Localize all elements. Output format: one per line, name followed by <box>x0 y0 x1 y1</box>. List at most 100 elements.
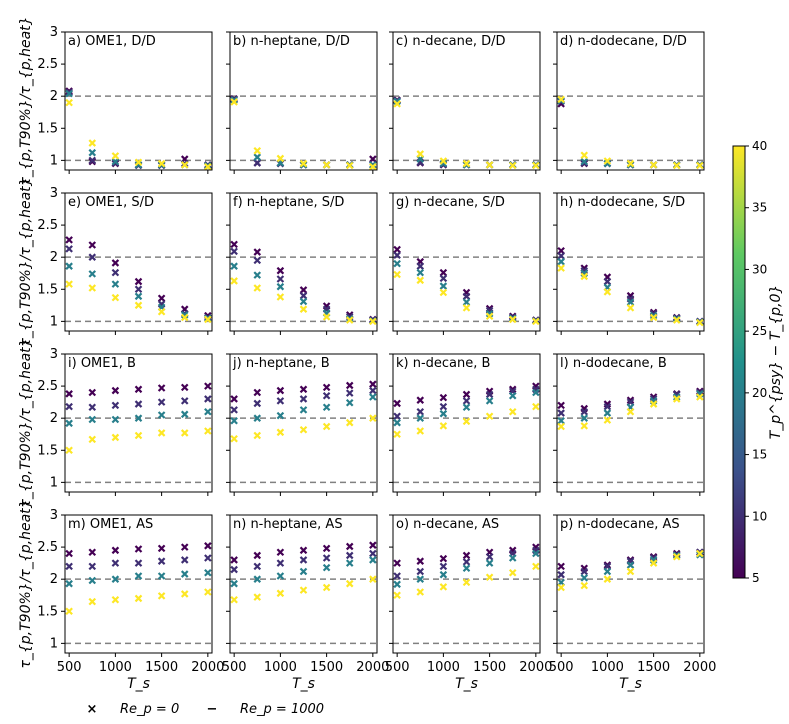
data-marker <box>345 161 354 170</box>
data-marker <box>485 397 494 405</box>
data-marker <box>134 285 143 294</box>
data-marker <box>603 409 612 417</box>
data-marker <box>65 280 73 288</box>
y-axis-label: τ_{p,T90%}/τ_{p,heat} <box>18 177 34 346</box>
data-marker <box>439 393 448 402</box>
data-marker <box>253 248 262 256</box>
legend-label: Re_p = 1000 <box>240 702 324 717</box>
x-tick-label: 1500 <box>310 660 343 675</box>
panel: p) n-dodecane, AS 500 1000 1500 2000 <box>549 514 716 675</box>
data-marker <box>439 409 448 418</box>
data-marker <box>134 158 143 167</box>
colorbar-tick-label: 10 <box>752 509 767 523</box>
data-marker <box>253 575 262 583</box>
data-marker <box>204 407 212 416</box>
data-marker <box>532 317 540 326</box>
data-marker <box>439 157 448 165</box>
panel-frame <box>64 353 213 493</box>
panel-title: h) n-dodecane, S/D <box>560 195 685 210</box>
data-marker <box>157 307 166 316</box>
y-tick-label: 1 <box>50 475 58 490</box>
data-marker <box>485 312 494 321</box>
y-axis-label: τ_{p,T90%}/τ_{p,heat} <box>18 499 34 668</box>
data-marker <box>111 595 120 604</box>
data-marker <box>369 556 377 564</box>
y-tick-label: 3 <box>50 347 58 362</box>
data-marker <box>508 385 517 394</box>
data-marker <box>393 100 401 108</box>
data-marker <box>299 567 308 576</box>
data-marker <box>649 161 658 169</box>
data-marker <box>580 581 589 590</box>
data-marker <box>462 159 471 168</box>
data-marker <box>416 150 425 158</box>
colorbar-label: T_p^{psy} − T_{p,0} <box>768 285 784 440</box>
data-marker <box>299 297 308 306</box>
data-marker <box>111 152 120 160</box>
data-marker <box>462 298 471 306</box>
x-tick-label: 1500 <box>473 660 506 675</box>
data-marker <box>580 574 589 582</box>
data-marker <box>439 583 448 591</box>
data-marker <box>345 389 354 397</box>
data-marker <box>485 559 494 567</box>
data-marker <box>230 277 238 285</box>
y-tick-label: 3 <box>50 25 58 40</box>
data-marker <box>230 579 238 588</box>
panel-title: a) OME1, D/D <box>68 34 156 49</box>
x-tick-label: 500 <box>385 660 410 675</box>
colorbar-gradient <box>732 145 746 579</box>
x-tick-label: 1000 <box>427 660 460 675</box>
panel-frame <box>392 31 541 171</box>
panel: m) OME1, AS 1 1.5 2 2.5 3 500 1000 1500 2000 <box>37 508 224 675</box>
data-marker <box>393 251 401 260</box>
data-marker <box>649 559 658 567</box>
data-marker <box>180 429 189 437</box>
data-marker <box>88 576 97 585</box>
data-marker <box>462 403 471 412</box>
data-marker <box>276 266 285 275</box>
data-marker <box>626 304 635 312</box>
data-marker <box>157 544 166 553</box>
panel-frame <box>64 514 213 654</box>
data-marker <box>508 407 517 416</box>
data-marker <box>299 385 308 394</box>
data-marker <box>322 563 331 572</box>
x-tick-label: 1000 <box>99 660 132 675</box>
data-marker <box>416 262 425 270</box>
panel: k) n-decane, B <box>389 353 541 496</box>
data-marker <box>532 388 540 397</box>
data-marker <box>485 412 494 421</box>
data-marker <box>416 396 425 404</box>
data-marker <box>485 573 494 582</box>
data-marker <box>603 402 612 411</box>
colorbar-tick-label: 15 <box>752 448 767 462</box>
data-marker <box>485 552 494 561</box>
panel: d) n-dodecane, D/D <box>553 31 705 174</box>
data-marker <box>204 315 212 324</box>
data-marker <box>204 427 212 435</box>
colorbar-tick-label: 25 <box>752 324 767 338</box>
data-marker <box>253 159 262 167</box>
data-marker <box>416 276 425 285</box>
data-marker <box>157 384 166 392</box>
x-axis-label: T_s <box>127 676 150 692</box>
data-marker <box>65 419 73 428</box>
data-marker <box>180 543 189 551</box>
data-marker <box>508 554 517 562</box>
data-marker <box>580 567 589 576</box>
data-marker <box>253 551 262 560</box>
data-marker <box>111 415 120 424</box>
data-marker <box>672 316 681 324</box>
data-marker <box>157 592 166 600</box>
data-marker <box>253 399 262 408</box>
colorbar-tick-label: 30 <box>752 262 767 276</box>
data-marker <box>580 414 589 422</box>
data-marker <box>557 257 565 266</box>
data-marker <box>369 380 377 388</box>
panel-frame <box>392 192 541 332</box>
data-marker <box>253 284 262 292</box>
data-marker <box>276 411 285 420</box>
data-marker <box>88 156 97 165</box>
